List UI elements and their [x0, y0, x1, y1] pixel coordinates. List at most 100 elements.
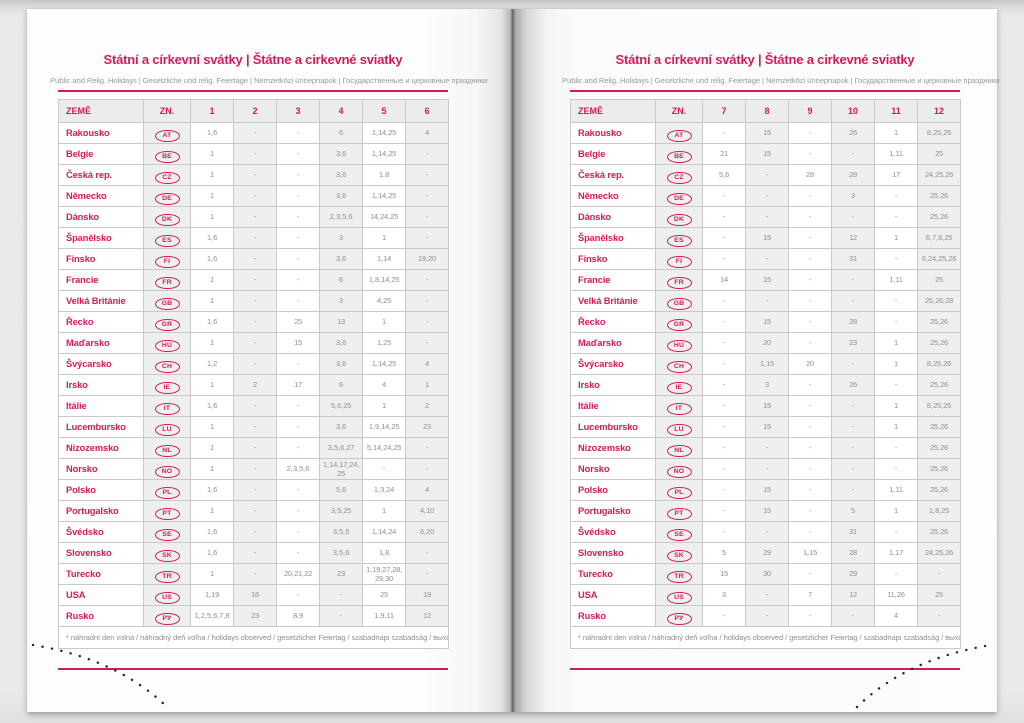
country-code-badge: PT	[666, 507, 692, 521]
holiday-dates-cell: 1, 2, 5, 6, 7, 8	[190, 605, 234, 627]
country-name: Španělsko	[570, 227, 656, 249]
country-code-badge: BE	[666, 150, 692, 164]
month-column-header: 7	[702, 99, 746, 123]
country-row: Velká Británie GB - - - - -25, 26, 28	[570, 290, 961, 312]
holiday-dates-cell: -	[831, 479, 875, 501]
holiday-dates-cell: 7	[788, 584, 832, 606]
holiday-dates-cell: 1	[190, 290, 234, 312]
country-name: Nizozemsko	[570, 437, 656, 459]
page-title: Státní a církevní svátky | Štátne a cirk…	[103, 52, 403, 67]
month-column-header: 2	[233, 99, 277, 123]
holiday-dates-cell: -	[788, 416, 832, 438]
country-code-badge: IE	[666, 381, 692, 395]
holiday-dates-cell: 25	[917, 143, 961, 165]
country-name: Česká rep.	[58, 164, 144, 186]
holiday-dates-cell: 20	[788, 353, 832, 375]
country-code-badge: TR	[666, 570, 692, 584]
holiday-dates-cell: 1	[190, 185, 234, 207]
holiday-dates-cell: -	[233, 521, 277, 543]
holiday-dates-cell: -	[233, 248, 277, 270]
holiday-dates-cell: 3	[831, 185, 875, 207]
country-row: USA US 1, 19 16- -25 19	[58, 584, 449, 606]
holiday-dates-cell: 29	[745, 542, 789, 564]
holiday-dates-cell: 15	[745, 500, 789, 522]
holiday-dates-cell: -	[788, 500, 832, 522]
holiday-dates-cell: 1, 6	[190, 227, 234, 249]
month-column-header: 10	[831, 99, 875, 123]
holiday-dates-cell: -	[874, 185, 918, 207]
holiday-dates-cell: -	[233, 416, 277, 438]
holiday-dates-cell: 11, 26	[874, 584, 918, 606]
holiday-dates-cell: 31	[831, 248, 875, 270]
holiday-dates-cell: 15	[745, 479, 789, 501]
holiday-dates-cell: 1	[874, 122, 918, 144]
holiday-dates-cell: -	[233, 143, 277, 165]
holiday-dates-cell: 3, 5, 6	[319, 521, 363, 543]
holiday-dates-cell: -	[233, 437, 277, 459]
holiday-dates-cell: -	[276, 269, 320, 291]
country-code-badge: BE	[154, 150, 180, 164]
holiday-dates-cell: -	[745, 185, 789, 207]
holiday-dates-cell: 8, 25, 26	[917, 122, 961, 144]
holiday-dates-cell: -	[702, 227, 746, 249]
holiday-dates-cell: 5, 6	[319, 479, 363, 501]
holiday-dates-cell: -	[788, 563, 832, 585]
holiday-dates-cell: 23	[319, 563, 363, 585]
holiday-dates-cell: -	[788, 185, 832, 207]
country-code-badge: РУ	[666, 612, 692, 626]
holiday-dates-cell: 5, 14, 24, 25	[362, 437, 406, 459]
holiday-dates-cell: -	[233, 122, 277, 144]
country-code-cell: PL	[143, 479, 191, 501]
holiday-dates-cell: 1	[190, 206, 234, 228]
holiday-dates-cell: -	[276, 479, 320, 501]
country-name: Slovensko	[58, 542, 144, 564]
holiday-dates-cell: 1	[190, 164, 234, 186]
page-right: Státní a církevní svátky | Štátne a cirk…	[512, 9, 999, 712]
holiday-dates-cell: 15	[745, 227, 789, 249]
country-name: Polsko	[570, 479, 656, 501]
holiday-dates-cell: -	[405, 332, 449, 354]
holiday-dates-cell: 20, 21, 22	[276, 563, 320, 585]
holiday-dates-cell: 1, 19, 27, 28, 29, 30	[362, 563, 406, 585]
country-row: Irsko IE -3-26-25, 26	[570, 374, 961, 396]
holiday-dates-cell: 4	[874, 605, 918, 627]
country-code-cell: HU	[655, 332, 703, 354]
holiday-dates-cell: 2, 3, 5, 6	[319, 206, 363, 228]
country-row: Belgie BE 1- -3, 6 1, 14, 25-	[58, 143, 449, 165]
holiday-dates-cell: -	[788, 269, 832, 291]
country-code-cell: SE	[143, 521, 191, 543]
holiday-dates-cell: -	[831, 206, 875, 228]
holidays-table-months-7-12: ZEMĚ ZN. 7 8 9 10 11 12 Rakousko AT -15-26 1 8, 25, …	[570, 99, 961, 649]
country-row: Belgie BE 21 15- -1, 11 25	[570, 143, 961, 165]
country-row: USA US 3-7 12 11, 26 25	[570, 584, 961, 606]
holiday-dates-cell: -	[405, 458, 449, 480]
holiday-dates-cell: 19, 20	[405, 248, 449, 270]
country-row: Česká rep. CZ 1- -3, 6 1, 8-	[58, 164, 449, 186]
holiday-dates-cell: -	[702, 185, 746, 207]
holiday-dates-cell: -	[276, 500, 320, 522]
page-left: Státní a církevní svátky | Štátne a cirk…	[27, 9, 512, 712]
holiday-dates-cell: 1, 6	[190, 122, 234, 144]
holiday-dates-cell: 1	[874, 353, 918, 375]
country-code-cell: SK	[655, 542, 703, 564]
holiday-dates-cell: -	[276, 542, 320, 564]
country-code-badge: LU	[666, 423, 692, 437]
country-code-cell: SK	[143, 542, 191, 564]
holiday-dates-cell: 25	[917, 584, 961, 606]
holiday-dates-cell: 3, 6	[319, 248, 363, 270]
holiday-dates-cell: -	[745, 206, 789, 228]
holiday-dates-cell: 1	[190, 332, 234, 354]
country-row: Lucembursko LU 1- -3, 6 1, 9, 14, 25 23	[58, 416, 449, 438]
holiday-dates-cell: 21	[702, 143, 746, 165]
holiday-dates-cell: 1, 25	[362, 332, 406, 354]
holiday-dates-cell: 3	[319, 227, 363, 249]
holiday-dates-cell: 2	[233, 374, 277, 396]
holiday-dates-cell: 1, 6	[190, 311, 234, 333]
holiday-dates-cell: -	[233, 290, 277, 312]
holiday-dates-cell: 3, 5, 25	[319, 500, 363, 522]
country-code-cell: РУ	[143, 605, 191, 627]
country-code-badge: SK	[154, 549, 180, 563]
holiday-dates-cell: 1, 17	[874, 542, 918, 564]
holiday-dates-cell: -	[874, 290, 918, 312]
country-row: Francie FR 1- -6 1, 8, 14, 25-	[58, 269, 449, 291]
